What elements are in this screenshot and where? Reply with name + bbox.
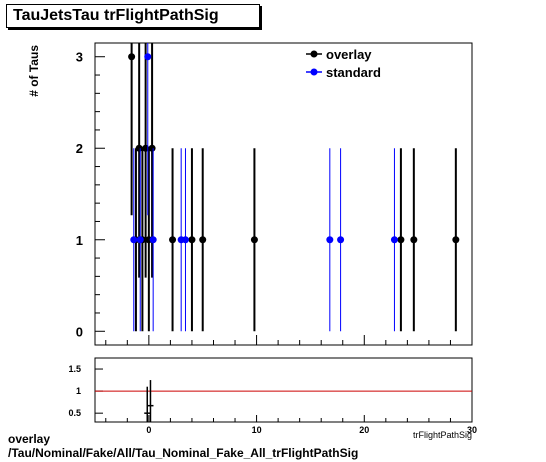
ratio-x-tick-label: 0 [146, 425, 151, 435]
series-standard [130, 43, 398, 332]
data-point [130, 236, 138, 244]
series-overlay [128, 43, 460, 332]
footer-caption: overlay /Tau/Nominal/Fake/All/Tau_Nomina… [8, 432, 358, 460]
data-point [148, 144, 156, 152]
data-point [135, 144, 143, 152]
ratio-x-tick-label: 10 [252, 425, 262, 435]
y-tick-label: 3 [76, 50, 83, 65]
ratio-x-tick-label: 20 [359, 425, 369, 435]
ratio-plot-marks [95, 380, 472, 422]
data-point [397, 236, 405, 244]
data-point [337, 236, 345, 244]
data-point [169, 236, 177, 244]
data-point [149, 236, 157, 244]
main-plot-axes: 0 1 2 3 # of Taus [27, 45, 473, 345]
ratio-plot-frame [94, 357, 473, 423]
chart-title: TauJetsTau trFlightPathSig [13, 7, 219, 24]
data-point [452, 236, 460, 244]
legend: overlay standard [306, 47, 381, 80]
ratio-y-tick-label: 0.5 [68, 408, 81, 418]
ratio-x-tick-label: 30 [467, 425, 477, 435]
data-point [128, 53, 136, 61]
data-point [136, 236, 144, 244]
chart-title-box: TauJetsTau trFlightPathSig [6, 4, 260, 28]
ratio-y-tick-label: 1.5 [68, 364, 81, 374]
data-point [144, 53, 152, 61]
data-point [410, 236, 418, 244]
data-point [199, 236, 207, 244]
data-point [250, 236, 258, 244]
main-plot-marks [128, 43, 460, 332]
main-plot-border [94, 42, 473, 346]
legend-marker [310, 68, 318, 76]
y-tick-label: 1 [76, 233, 83, 248]
y-tick-label: 2 [76, 141, 83, 156]
data-point [390, 236, 398, 244]
ratio-y-tick-label: 1 [76, 386, 81, 396]
data-point [188, 236, 196, 244]
legend-label: overlay [326, 47, 372, 62]
footer-line-2: /Tau/Nominal/Fake/All/Tau_Nominal_Fake_A… [8, 446, 359, 460]
legend-marker [310, 50, 318, 58]
y-axis-label: # of Taus [27, 45, 41, 97]
x-axis-label: trFlightPathSig [413, 430, 472, 440]
data-point [326, 236, 334, 244]
y-tick-label: 0 [76, 324, 83, 339]
data-point [181, 236, 189, 244]
legend-label: standard [326, 65, 381, 80]
ratio-plot-border [94, 357, 473, 423]
main-plot-frame [94, 42, 473, 346]
footer-line-1: overlay [8, 432, 51, 446]
